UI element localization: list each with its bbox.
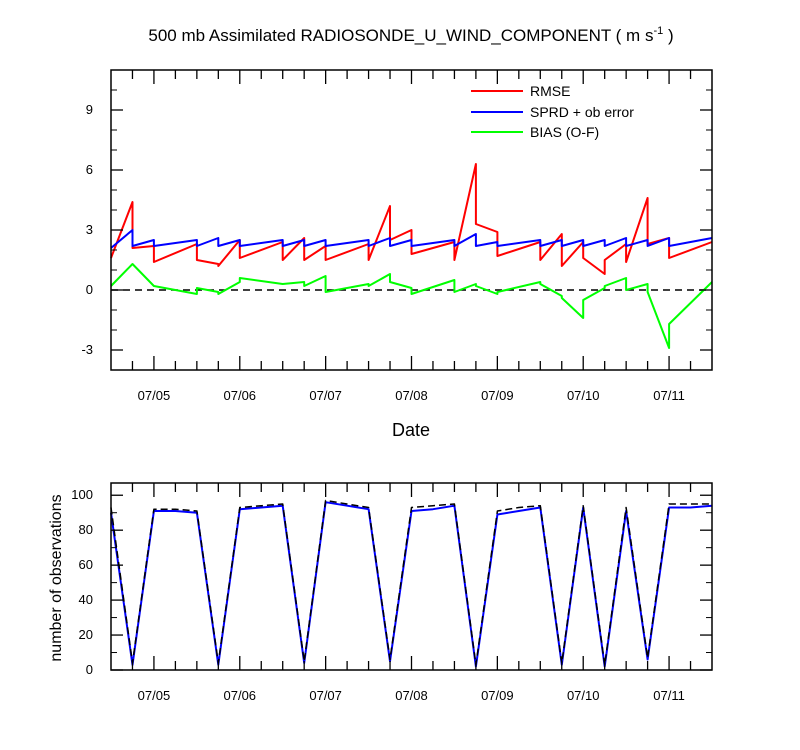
bottom-xtick-label: 07/09 xyxy=(481,688,514,703)
top-chart: -3 0 3 6 9 07/05 07/06 07/07 07/08 07/09 07/10 07/1… xyxy=(81,69,713,440)
bottom-ytick-label: 100 xyxy=(71,487,93,502)
top-ytick-label: 6 xyxy=(86,162,93,177)
y-axis-label-observations: number of observations xyxy=(48,494,65,661)
bottom-ytick-label: 80 xyxy=(79,522,93,537)
legend: RMSE SPRD + ob error BIAS (O-F) xyxy=(471,83,634,140)
bottom-ytick-label: 20 xyxy=(79,627,93,642)
bottom-xtick-label: 07/06 xyxy=(224,688,257,703)
legend-item-sprd: SPRD + ob error xyxy=(471,104,634,120)
bottom-series-observations-assimilated xyxy=(110,501,713,668)
top-ytick-label: -3 xyxy=(81,342,93,357)
bottom-ytick-label: 40 xyxy=(79,592,93,607)
chart-title: 500 mb Assimilated RADIOSONDE_U_WIND_COM… xyxy=(148,25,673,45)
top-series-rmse xyxy=(110,163,713,275)
top-xtick-label: 07/11 xyxy=(653,388,685,403)
bottom-xtick-label: 07/05 xyxy=(138,688,171,703)
top-series-bias-o-f xyxy=(110,263,713,349)
bottom-xtick-label: 07/08 xyxy=(395,688,428,703)
bottom-xtick-label: 07/07 xyxy=(309,688,342,703)
bottom-xtick-label: 07/10 xyxy=(567,688,600,703)
top-ytick-label: 0 xyxy=(86,282,93,297)
bottom-ytick-label: 60 xyxy=(79,557,93,572)
legend-label-rmse: RMSE xyxy=(530,83,570,99)
top-xtick-label: 07/06 xyxy=(224,388,257,403)
bottom-series-observations-total xyxy=(110,499,712,666)
top-ytick-label: 3 xyxy=(86,222,93,237)
top-ytick-label: 9 xyxy=(86,102,93,117)
x-axis-label: Date xyxy=(392,420,430,440)
legend-label-sprd: SPRD + ob error xyxy=(530,104,634,120)
legend-item-bias: BIAS (O-F) xyxy=(471,124,599,140)
bottom-chart: 0 20 40 60 80 100 07/05 07/06 07/07 07/08 07/09 07/… xyxy=(48,482,713,703)
bottom-xtick-label: 07/11 xyxy=(653,688,685,703)
top-series-sprd-ob-error xyxy=(110,229,713,249)
top-xtick-label: 07/07 xyxy=(309,388,342,403)
bottom-ytick-label: 0 xyxy=(86,662,93,677)
top-xtick-label: 07/08 xyxy=(395,388,428,403)
legend-label-bias: BIAS (O-F) xyxy=(530,124,599,140)
top-xtick-label: 07/10 xyxy=(567,388,600,403)
top-xtick-label: 07/05 xyxy=(138,388,171,403)
legend-item-rmse: RMSE xyxy=(471,83,570,99)
top-xtick-label: 07/09 xyxy=(481,388,514,403)
